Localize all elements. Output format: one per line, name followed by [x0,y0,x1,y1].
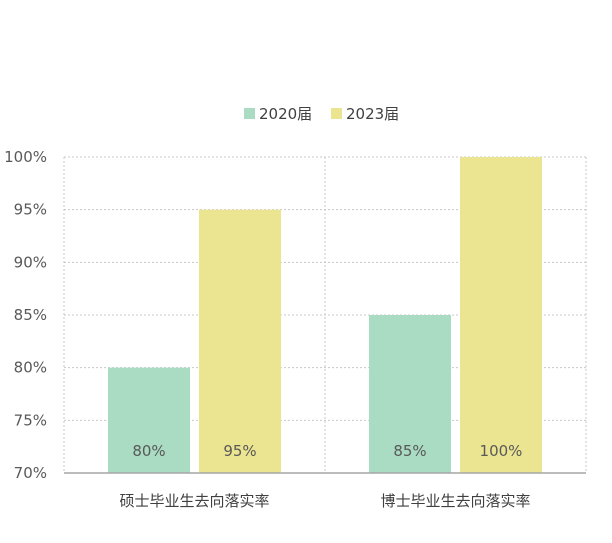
y-tick-label: 85% [14,306,47,324]
y-tick-label: 100% [4,148,47,166]
legend: 2020届 2023届 [244,105,399,123]
y-tick-label: 75% [14,411,47,429]
category-labels: 硕士毕业生去向落实率 博士毕业生去向落实率 [119,492,530,510]
data-label: 80% [132,442,165,460]
data-labels: 80% 95% 85% 100% [132,442,522,460]
y-axis-ticks: 70% 75% 80% 85% 90% 95% 100% [4,148,47,482]
y-tick-label: 70% [14,464,47,482]
y-tick-label: 80% [14,359,47,377]
data-label: 100% [480,442,523,460]
data-label: 85% [393,442,426,460]
legend-swatch [244,108,255,119]
x-category-label: 博士毕业生去向落实率 [380,492,530,510]
bar-2023届-1 [199,209,281,473]
bar-2020届-1 [108,367,190,473]
y-tick-label: 90% [14,253,47,271]
data-label: 95% [223,442,256,460]
x-category-label: 硕士毕业生去向落实率 [119,492,269,510]
legend-label: 2020届 [259,105,312,123]
bar-2023届-2 [460,157,542,473]
y-tick-label: 95% [14,201,47,219]
bars [108,157,542,473]
gridlines [63,156,587,473]
legend-label: 2023届 [346,105,399,123]
legend-swatch [331,108,342,119]
bar-2020届-2 [369,315,451,473]
